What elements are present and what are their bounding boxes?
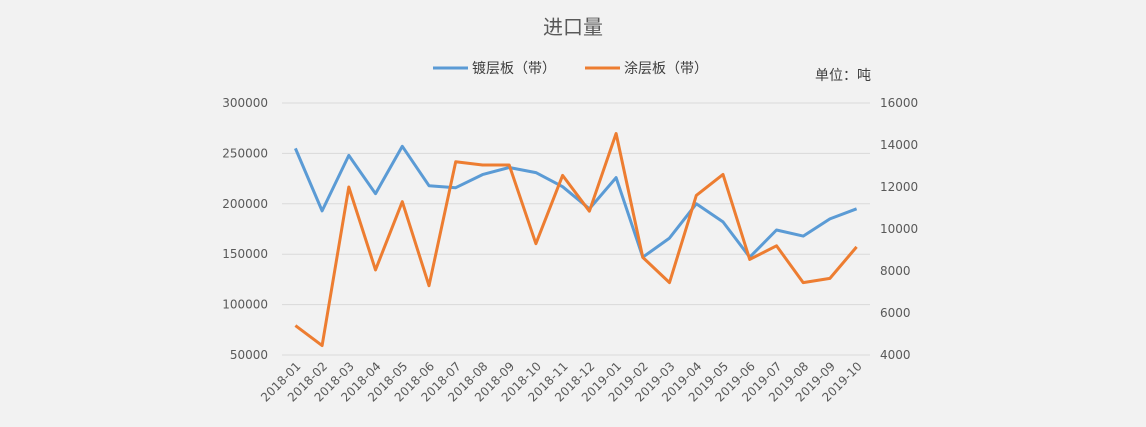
gridlines	[282, 102, 870, 356]
unit-label: 单位：吨	[815, 68, 871, 84]
y-axis-right: 4000 6000 8000 10000 12000 14000 16000	[880, 96, 918, 362]
series-line-0	[294, 144, 858, 259]
chart-title: 进口量	[543, 15, 603, 39]
y-left-tick-label: 50000	[230, 348, 268, 362]
y-right-tick-label: 16000	[880, 96, 918, 110]
y-right-tick-label: 8000	[880, 264, 911, 278]
y-right-tick-label: 10000	[880, 222, 918, 236]
y-left-tick-label: 100000	[222, 298, 268, 312]
y-left-tick-label: 300000	[222, 96, 268, 110]
y-axis-left: 50000 100000 150000 200000 250000 300000	[222, 96, 268, 362]
y-left-tick-label: 200000	[222, 197, 268, 211]
y-left-tick-label: 150000	[222, 247, 268, 261]
legend: 镀层板（带） 涂层板（带）	[433, 60, 708, 77]
y-right-tick-label: 12000	[880, 180, 918, 194]
legend-label-0: 镀层板（带）	[472, 60, 556, 77]
series-line-1	[294, 132, 858, 348]
y-right-tick-label: 14000	[880, 138, 918, 152]
series-lines	[294, 132, 858, 348]
y-right-tick-label: 4000	[880, 348, 911, 362]
y-right-tick-label: 6000	[880, 306, 911, 320]
y-left-tick-label: 250000	[222, 146, 268, 160]
x-axis: 2018-012018-022018-032018-042018-052018-…	[258, 359, 865, 404]
legend-label-1: 涂层板（带）	[624, 61, 708, 77]
